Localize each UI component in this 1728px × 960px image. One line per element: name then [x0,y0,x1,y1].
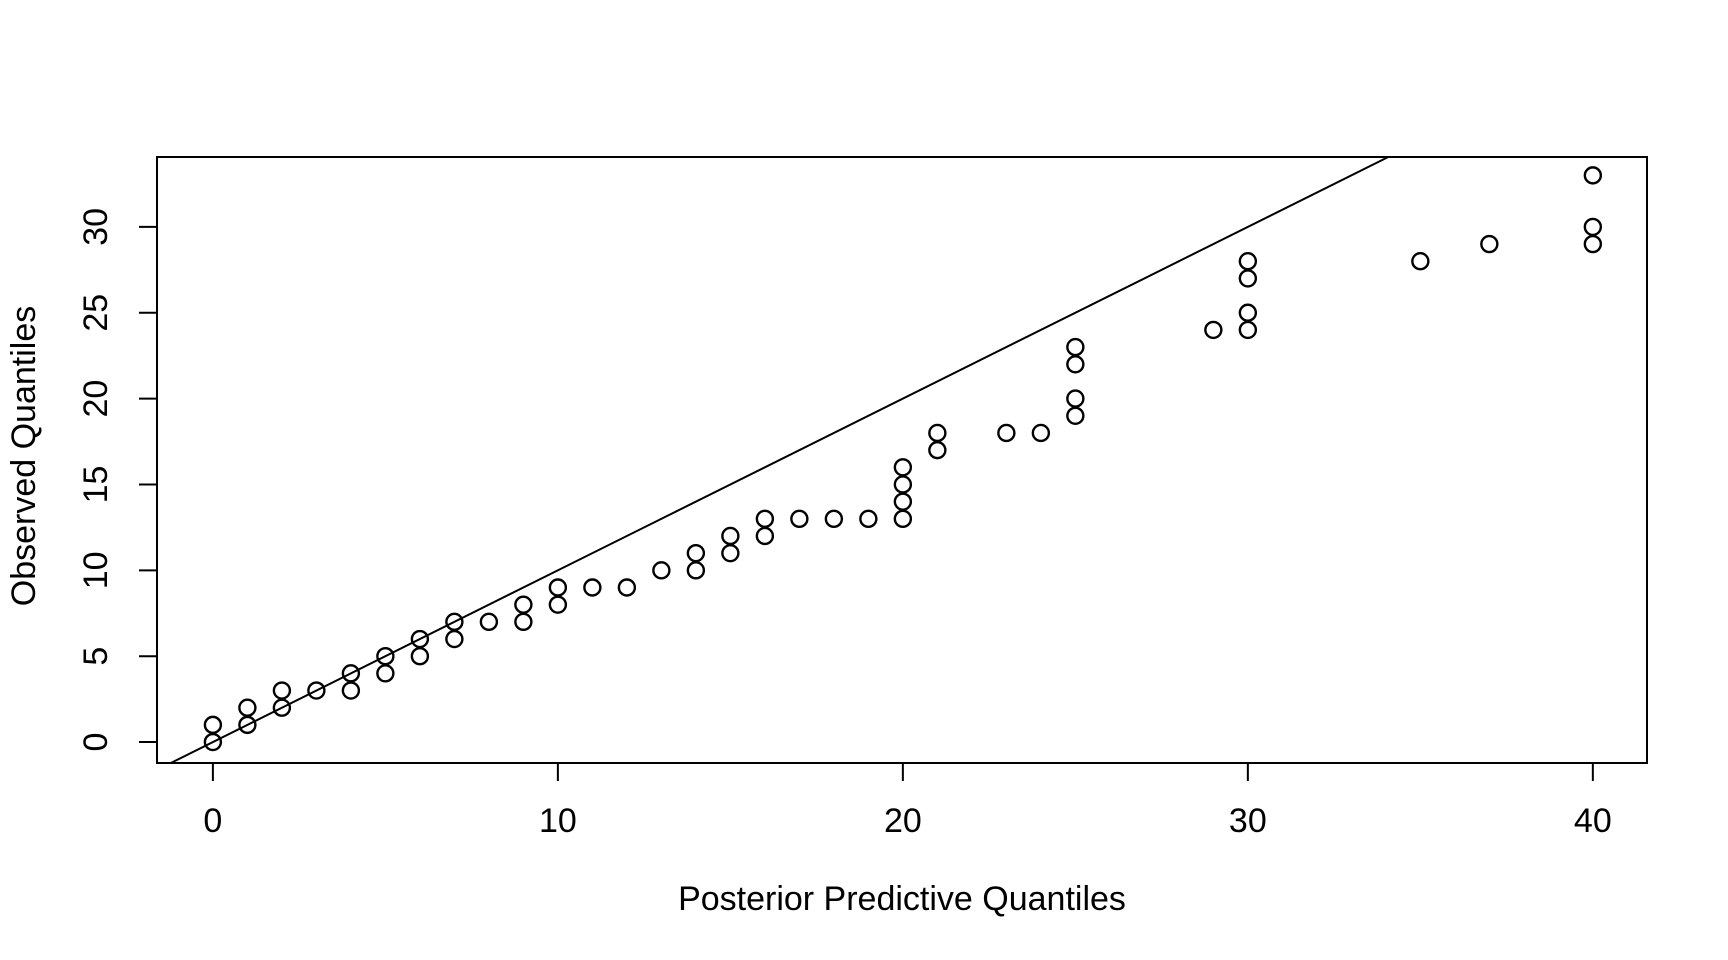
x-tick-label: 40 [1574,802,1612,840]
data-point [341,681,361,700]
x-tick-label: 30 [1229,802,1267,840]
data-point [755,526,775,546]
y-tick-label: 20 [77,380,115,418]
data-point [1066,389,1085,408]
data-point [514,595,533,614]
data-point [893,492,913,511]
data-point [1238,252,1258,271]
data-point [893,475,913,494]
x-axis-title: Posterior Predictive Quantiles [678,880,1126,918]
data-point [445,629,464,649]
identity-reference-line [170,156,1389,764]
y-tick-label: 25 [77,294,115,332]
data-point [376,646,395,666]
y-tick-label: 5 [77,647,115,666]
data-point [548,595,568,614]
y-tick-label: 10 [77,551,115,589]
x-tick-label: 0 [203,802,222,840]
x-tick-label: 10 [539,802,577,840]
data-point [238,698,257,717]
data-point [1583,234,1603,254]
y-axis-ticks: 0 5 10 15 20 25 30 [77,208,157,752]
data-point [410,629,430,649]
data-point [1583,217,1603,237]
y-tick-label: 15 [77,466,115,504]
identity-line [170,156,1389,764]
data-point [652,561,671,580]
data-point [1411,252,1430,271]
data-point [1066,355,1085,374]
data-point [583,578,602,597]
data-point [376,664,395,683]
data-point [1238,269,1258,288]
data-point [307,681,326,700]
data-point [893,509,913,529]
data-point [272,681,292,700]
data-point [1583,166,1603,185]
data-point [686,543,706,563]
data-point [203,715,223,735]
data-point [514,612,533,632]
data-point [341,664,361,683]
data-point [859,509,878,529]
data-point [790,509,809,529]
data-point [928,423,947,443]
data-point [1204,320,1223,340]
y-tick-label: 0 [77,733,115,752]
data-point [721,543,740,563]
data-point [1066,406,1085,425]
data-point [755,509,775,529]
x-axis-ticks: 0 10 20 30 40 [203,763,1612,840]
data-point [548,578,568,597]
data-point [445,612,464,632]
data-point [824,509,844,529]
data-point [1066,337,1085,357]
data-point [997,423,1016,443]
y-tick-label: 30 [77,208,115,246]
data-point [893,458,913,477]
data-point [1238,303,1258,322]
data-point [617,578,637,597]
data-point [721,526,740,546]
data-point [1480,234,1499,254]
data-point [686,561,706,580]
data-point [410,646,430,666]
y-axis-title: Observed Quantiles [5,306,43,607]
data-point [928,440,947,460]
data-point [1238,320,1258,340]
x-tick-label: 20 [884,802,922,840]
scatter-points [203,166,1603,752]
data-point [1031,423,1051,443]
data-point [479,612,499,632]
